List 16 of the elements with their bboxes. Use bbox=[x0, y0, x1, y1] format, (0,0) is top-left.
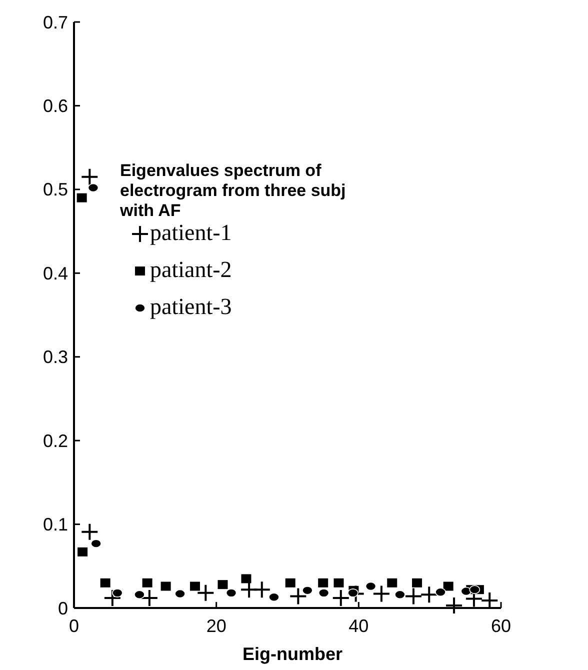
y-tick-label: 0.5 bbox=[42, 180, 68, 200]
y-tick-label: 0.1 bbox=[42, 514, 68, 535]
y-tick-label: 0.2 bbox=[42, 430, 68, 451]
x-tick-label: 20 bbox=[206, 616, 226, 636]
y-tick-label: 0.7 bbox=[42, 12, 68, 32]
y-tick-label: 0 bbox=[58, 598, 68, 618]
y-tick-label: 0.6 bbox=[42, 96, 68, 116]
y-tick-label: 0.4 bbox=[42, 263, 68, 284]
legend-label: patient-1 bbox=[150, 220, 232, 245]
text: Eigenvalues spectrum of electrogram from three subj with AF bbox=[119, 161, 346, 220]
legend-label: patiant-2 bbox=[150, 257, 232, 282]
y-tick-label: 0.3 bbox=[42, 347, 68, 368]
x-axis-title: Eig-number bbox=[242, 644, 343, 664]
x-tick-label: 60 bbox=[490, 616, 512, 636]
legend-label: patient-3 bbox=[150, 294, 232, 319]
x-tick-label: 40 bbox=[348, 616, 369, 636]
